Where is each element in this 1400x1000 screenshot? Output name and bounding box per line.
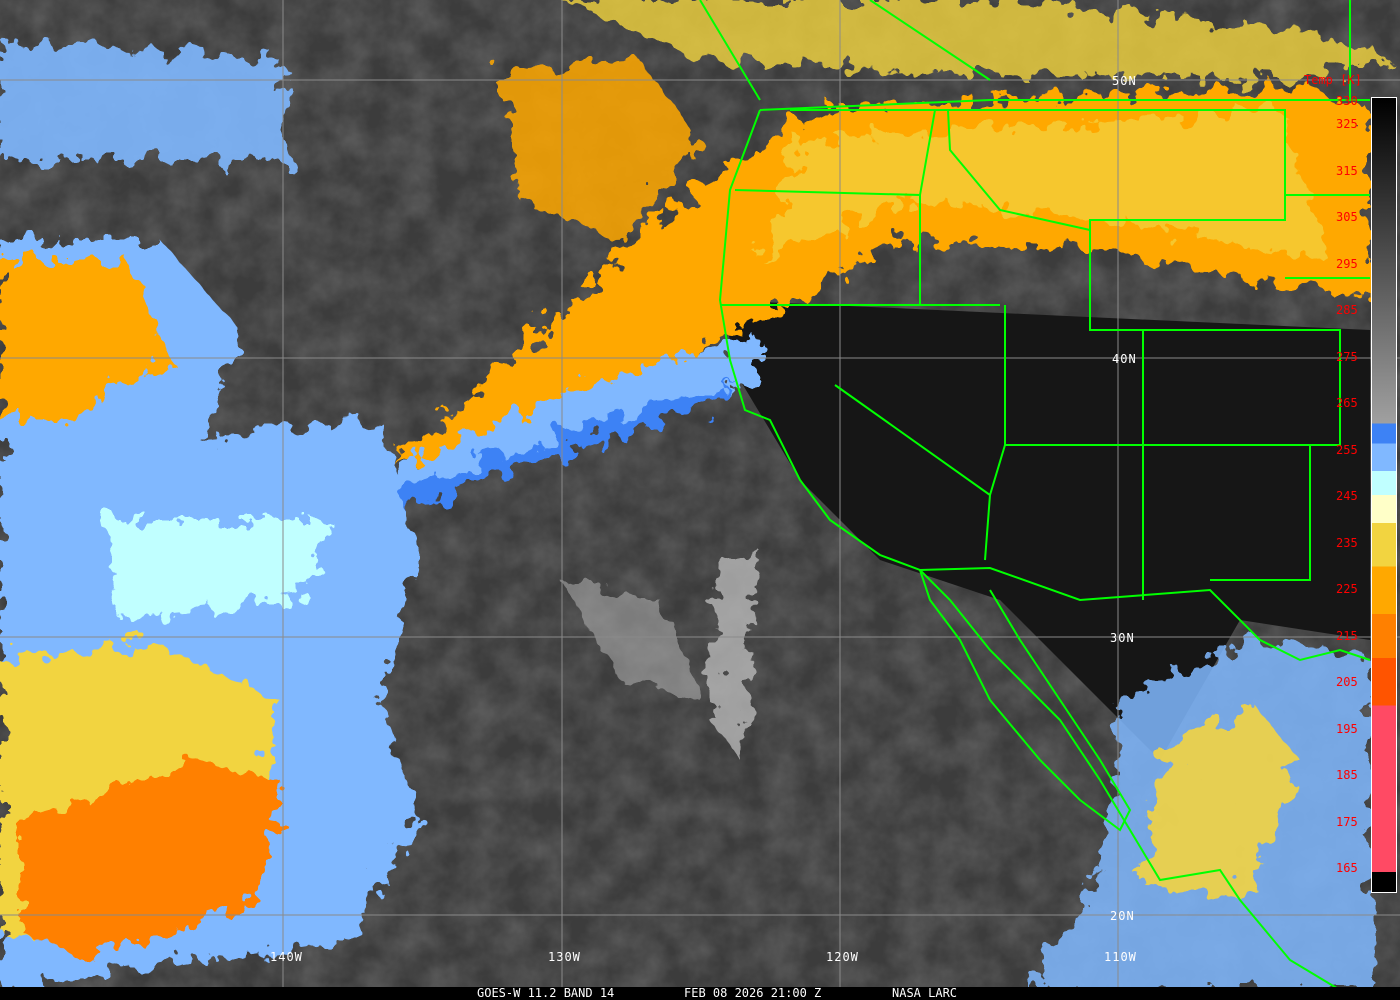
colorbar-tick: 205 [1336, 675, 1358, 689]
colorbar-tick: 235 [1336, 535, 1358, 550]
lat-label-40n: 40N [1112, 352, 1137, 366]
colorbar-tick: 215 [1336, 628, 1358, 643]
lat-label-30n: 30N [1110, 631, 1135, 645]
temperature-colorbar [1371, 97, 1397, 893]
lon-label-110w: 110W [1104, 950, 1137, 964]
colorbar-tick: 185 [1336, 768, 1358, 782]
image-caption: GOES-W 11.2 BAND 14 FEB 08 2026 21:00 Z … [0, 987, 1400, 1000]
colorbar-tick: 315 [1336, 163, 1358, 178]
lon-label-140w: 140W [270, 950, 303, 964]
caption-datetime: FEB 08 2026 21:00 Z [684, 986, 822, 1000]
colorbar-tick: 165 [1336, 861, 1358, 875]
colorbar-tick: 275 [1336, 349, 1358, 364]
colorbar-tick: 295 [1336, 256, 1358, 271]
colorbar-tick: 330 [1336, 94, 1358, 108]
colorbar-tick: 175 [1336, 814, 1358, 829]
lon-label-120w: 120W [826, 950, 859, 964]
baja-california [919, 569, 1132, 832]
colorbar-tick: 195 [1336, 721, 1358, 736]
colorbar-tick: 225 [1336, 582, 1358, 596]
caption-source: NASA LARC [892, 986, 958, 1000]
lat-label-50n: 50N [1112, 74, 1137, 88]
lon-label-130w: 130W [548, 950, 581, 964]
colorbar-tick: 245 [1336, 489, 1358, 503]
state-lines [720, 109, 1370, 600]
coastline [718, 109, 1341, 991]
colorbar-tick: 305 [1336, 210, 1358, 224]
caption-satellite: GOES-W 11.2 BAND 14 [477, 986, 615, 1000]
us-mexico-border [919, 566, 1371, 662]
political-boundaries [699, 0, 1371, 991]
lat-label-20n: 20N [1110, 909, 1135, 923]
colorbar-title: Temp [K] [1304, 73, 1362, 87]
colorbar-tick: 285 [1336, 303, 1358, 317]
colorbar-tick: 265 [1336, 396, 1358, 410]
canada-border [699, 0, 1370, 111]
colorbar-tick: 325 [1336, 117, 1358, 131]
land-southwest [720, 300, 1370, 760]
colorbar-tick: 255 [1336, 442, 1358, 457]
